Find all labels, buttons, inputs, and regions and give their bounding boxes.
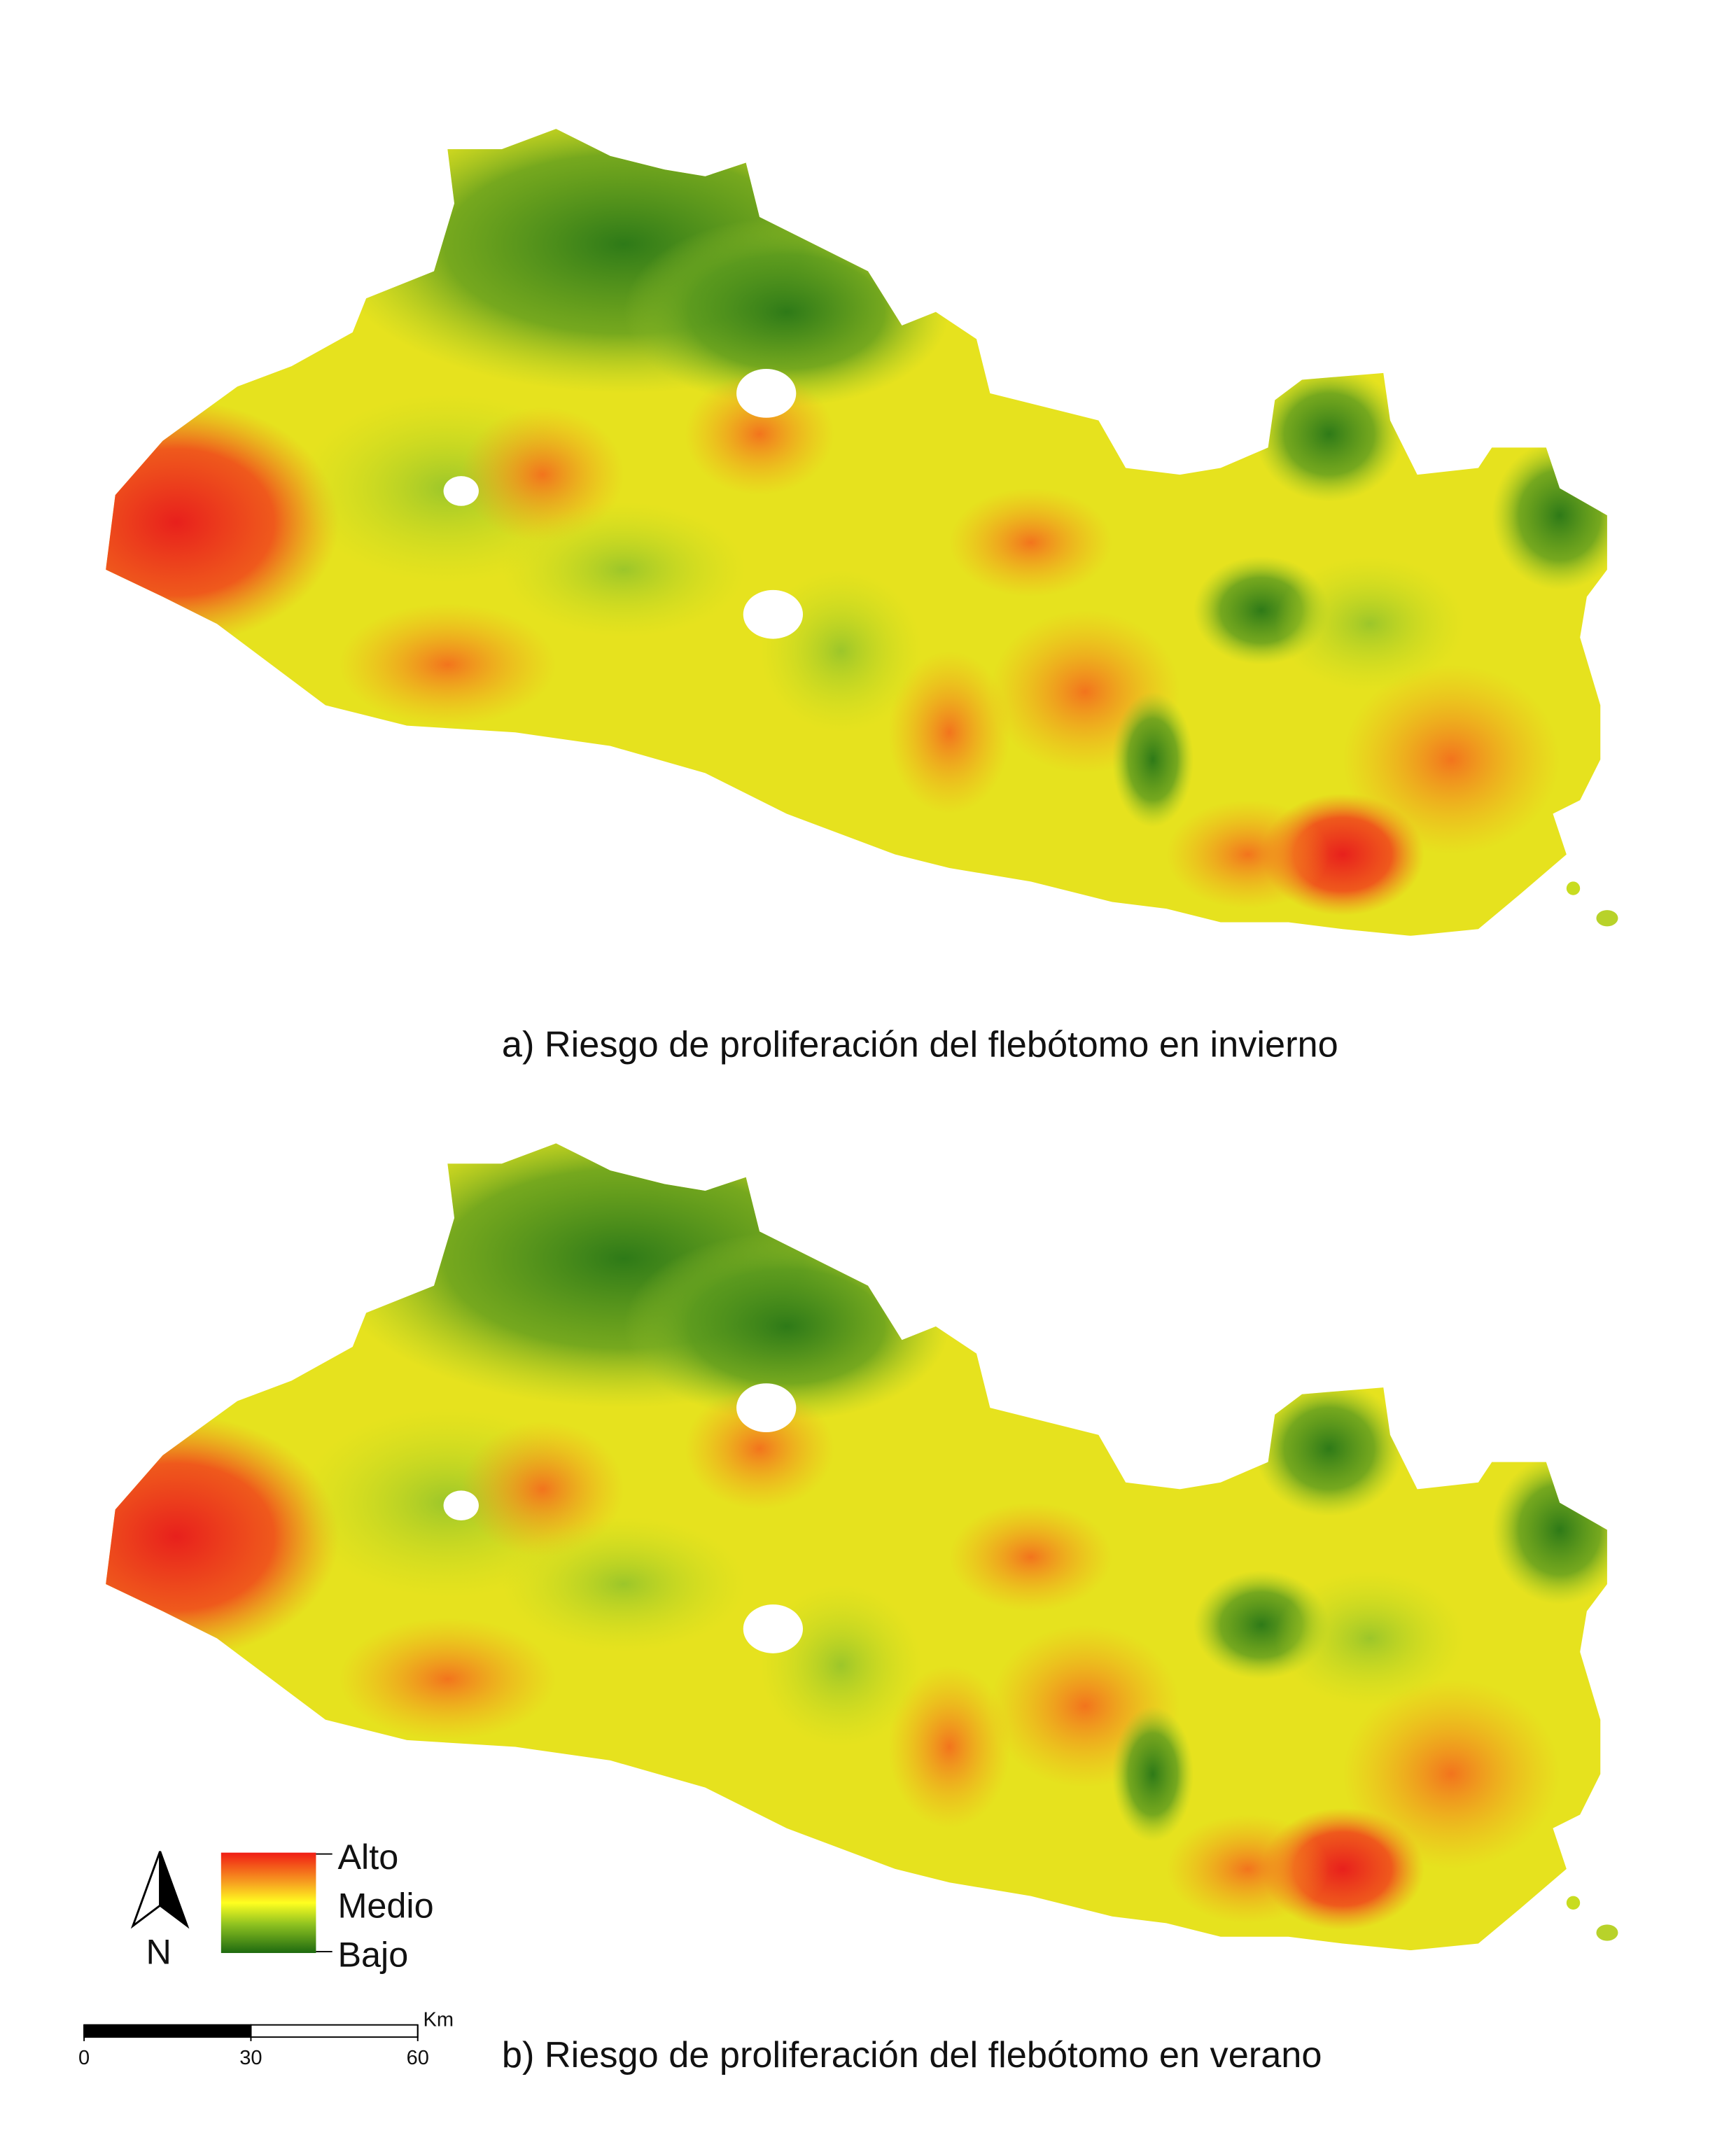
north-label: N (146, 1932, 172, 1972)
legend-ramp (220, 1852, 316, 1954)
map-summer (13, 1110, 1628, 1964)
scale-unit: Km (424, 2009, 454, 2031)
scale-tick-label: 60 (407, 2047, 429, 2069)
map-winter (13, 95, 1628, 950)
scale-tick-label: 0 (78, 2047, 90, 2069)
legend-label: Bajo (337, 1934, 408, 1974)
scale-tick-label: 30 (239, 2047, 262, 2069)
north-arrow: N (130, 1851, 190, 1972)
scale-bar: Km 0 30 60 (78, 2009, 454, 2069)
legend-label: Medio (337, 1886, 433, 1926)
scale-segment (83, 2024, 252, 2038)
caption: b) Riesgo de proliferación del flebótomo… (502, 2035, 1322, 2076)
scale-segment (250, 2024, 419, 2038)
legend-label: Alto (337, 1837, 398, 1877)
caption: a) Riesgo de proliferación del flebótomo… (502, 1024, 1338, 1065)
